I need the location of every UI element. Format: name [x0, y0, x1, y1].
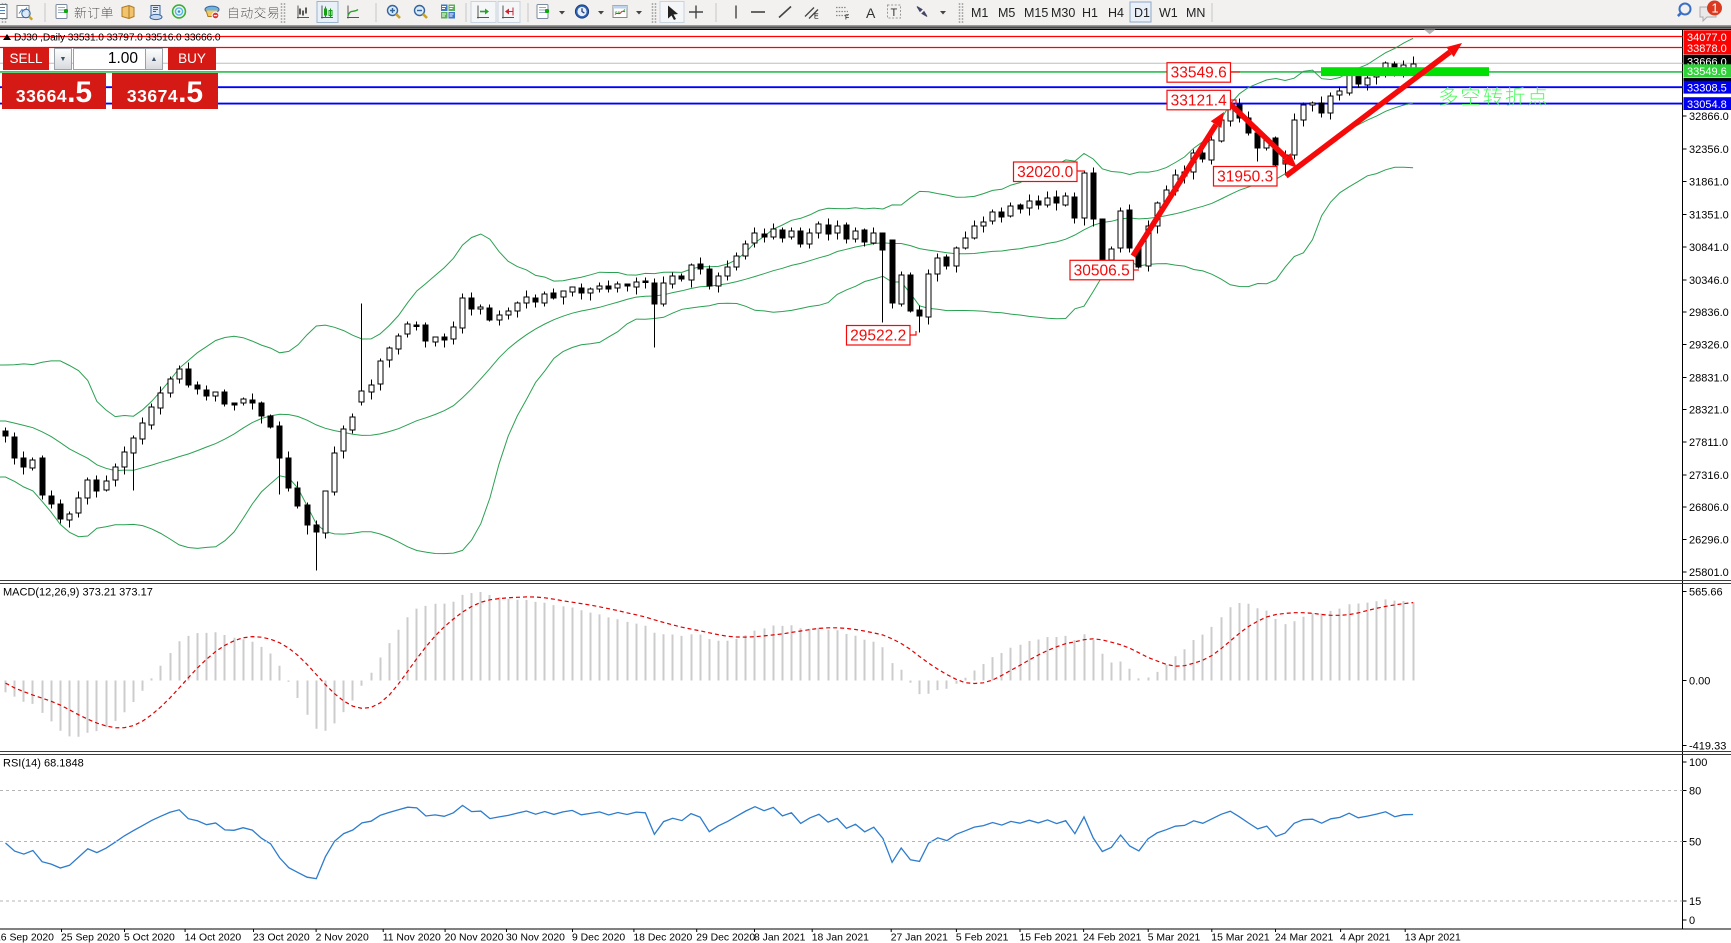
svg-text:30841.0: 30841.0 — [1689, 242, 1729, 254]
svg-text:5 Feb 2021: 5 Feb 2021 — [956, 933, 1009, 943]
svg-text:23 Oct 2020: 23 Oct 2020 — [253, 933, 310, 943]
svg-text:M5: M5 — [998, 6, 1015, 20]
svg-text:F: F — [845, 15, 849, 22]
svg-text:-419.33: -419.33 — [1689, 740, 1726, 752]
svg-text:DJ30 ,Daily 33531.0 33797.0 3: DJ30 ,Daily 33531.0 33797.0 33516.0 3366… — [14, 33, 221, 44]
svg-text:25801.0: 25801.0 — [1689, 567, 1729, 579]
svg-text:33308.5: 33308.5 — [1687, 82, 1727, 94]
svg-text:W1: W1 — [1159, 6, 1178, 20]
svg-text:27811.0: 27811.0 — [1689, 437, 1728, 449]
svg-text:34077.0: 34077.0 — [1687, 32, 1727, 44]
svg-text:30346.0: 30346.0 — [1689, 275, 1729, 287]
svg-text:27316.0: 27316.0 — [1689, 470, 1729, 482]
svg-text:24 Mar 2021: 24 Mar 2021 — [1275, 933, 1334, 943]
svg-text:29 Dec 2020: 29 Dec 2020 — [696, 933, 755, 943]
svg-text:18 Jan 2021: 18 Jan 2021 — [812, 933, 869, 943]
svg-text:15 Mar 2021: 15 Mar 2021 — [1211, 933, 1270, 943]
svg-text:27 Jan 2021: 27 Jan 2021 — [891, 933, 948, 943]
svg-text:29522.2: 29522.2 — [850, 328, 906, 345]
svg-text:RSI(14) 68.1848: RSI(14) 68.1848 — [3, 758, 84, 770]
svg-text:H1: H1 — [1082, 6, 1098, 20]
svg-text:MACD(12,26,9) 373.21 373.17: MACD(12,26,9) 373.21 373.17 — [3, 587, 153, 599]
svg-text:9 Dec 2020: 9 Dec 2020 — [572, 933, 625, 943]
svg-text:32866.0: 32866.0 — [1689, 111, 1729, 123]
svg-text:4 Apr 2021: 4 Apr 2021 — [1340, 933, 1390, 943]
svg-text:5 Mar 2021: 5 Mar 2021 — [1148, 933, 1201, 943]
svg-text:11 Nov 2020: 11 Nov 2020 — [383, 933, 441, 943]
svg-text:15 Feb 2021: 15 Feb 2021 — [1020, 933, 1079, 943]
svg-text:D1: D1 — [1134, 6, 1150, 20]
svg-text:100: 100 — [1689, 757, 1707, 769]
svg-text:M15: M15 — [1024, 6, 1048, 20]
svg-text:1: 1 — [1712, 2, 1719, 16]
svg-text:18 Dec 2020: 18 Dec 2020 — [633, 933, 692, 943]
svg-text:31950.3: 31950.3 — [1217, 169, 1273, 186]
svg-text:80: 80 — [1689, 785, 1701, 797]
svg-text:0.00: 0.00 — [1689, 675, 1710, 687]
svg-text:30506.5: 30506.5 — [1074, 262, 1130, 279]
svg-text:16 Sep 2020: 16 Sep 2020 — [0, 933, 54, 943]
svg-text:8 Jan 2021: 8 Jan 2021 — [754, 933, 806, 943]
svg-text:33121.4: 33121.4 — [1171, 92, 1227, 109]
svg-text:50: 50 — [1689, 836, 1701, 848]
svg-text:29836.0: 29836.0 — [1689, 307, 1729, 319]
svg-text:565.66: 565.66 — [1689, 586, 1723, 598]
svg-text:20 Nov 2020: 20 Nov 2020 — [445, 933, 504, 943]
svg-text:28831.0: 28831.0 — [1689, 372, 1729, 384]
svg-text:2 Nov 2020: 2 Nov 2020 — [316, 933, 369, 943]
svg-text:26806.0: 26806.0 — [1689, 502, 1729, 514]
svg-text:0: 0 — [1689, 915, 1695, 927]
svg-text:H4: H4 — [1108, 6, 1124, 20]
svg-text:32356.0: 32356.0 — [1689, 144, 1729, 156]
svg-text:M30: M30 — [1051, 6, 1075, 20]
svg-text:33549.6: 33549.6 — [1171, 65, 1227, 82]
svg-text:T: T — [891, 7, 898, 19]
svg-text:32020.0: 32020.0 — [1017, 164, 1073, 181]
svg-text:26296.0: 26296.0 — [1689, 534, 1729, 546]
svg-text:5 Oct 2020: 5 Oct 2020 — [124, 933, 175, 943]
svg-text:31351.0: 31351.0 — [1689, 209, 1729, 221]
svg-text:24 Feb 2021: 24 Feb 2021 — [1083, 933, 1142, 943]
svg-text:MN: MN — [1186, 6, 1205, 20]
svg-text:25 Sep 2020: 25 Sep 2020 — [61, 933, 120, 943]
svg-text:M1: M1 — [971, 6, 988, 20]
svg-text:13 Apr 2021: 13 Apr 2021 — [1405, 933, 1461, 943]
svg-text:30 Nov 2020: 30 Nov 2020 — [506, 933, 565, 943]
svg-text:33878.0: 33878.0 — [1687, 43, 1727, 55]
svg-text:E: E — [814, 14, 819, 21]
svg-text:15: 15 — [1689, 896, 1701, 908]
svg-text:28321.0: 28321.0 — [1689, 404, 1729, 416]
svg-text:29326.0: 29326.0 — [1689, 339, 1729, 351]
svg-text:33054.8: 33054.8 — [1687, 99, 1727, 111]
svg-text:14 Oct 2020: 14 Oct 2020 — [185, 933, 242, 943]
svg-text:31861.0: 31861.0 — [1689, 176, 1729, 188]
svg-text:A: A — [866, 5, 876, 21]
svg-text:33549.6: 33549.6 — [1687, 66, 1727, 78]
